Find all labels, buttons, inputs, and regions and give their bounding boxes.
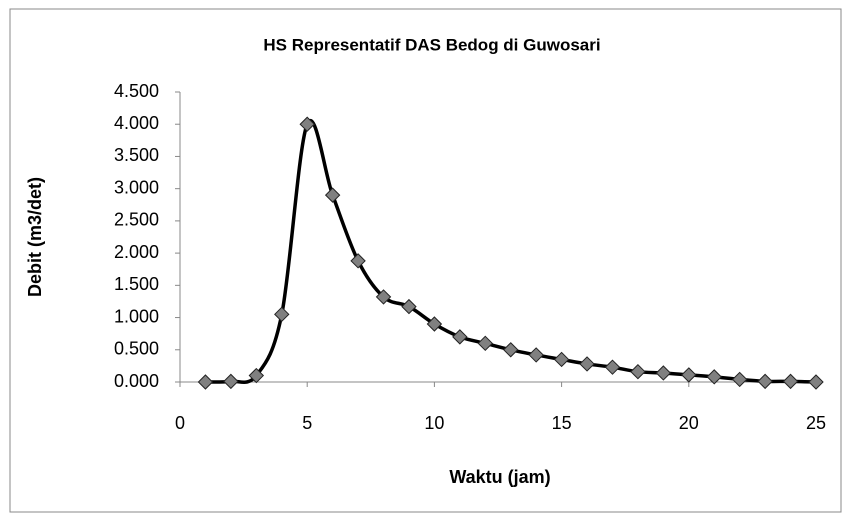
y-tick-label: 3.500 — [114, 145, 159, 165]
marker — [274, 306, 290, 323]
marker — [299, 116, 315, 132]
y-tick-label: 0.000 — [114, 371, 159, 391]
marker — [375, 289, 392, 305]
marker — [503, 342, 519, 358]
y-tick-label: 2.000 — [114, 242, 159, 262]
marker — [197, 374, 214, 390]
x-tick-label: 20 — [679, 413, 699, 433]
marker — [528, 347, 544, 363]
y-tick-label: 1.500 — [114, 274, 159, 294]
marker — [324, 187, 341, 203]
marker — [604, 359, 621, 375]
chart-border — [9, 8, 842, 513]
marker — [350, 253, 366, 269]
marker — [681, 367, 697, 383]
x-tick-label: 5 — [302, 413, 312, 433]
marker — [223, 373, 239, 390]
y-tick-label: 3.000 — [114, 177, 159, 197]
marker — [477, 335, 493, 352]
marker — [452, 329, 468, 345]
y-tick-label: 0.500 — [114, 339, 159, 359]
marker — [808, 374, 824, 390]
marker — [757, 373, 773, 390]
chart-title: HS Representatif DAS Bedog di Guwosari — [263, 35, 600, 54]
x-tick-label: 25 — [806, 413, 826, 433]
x-axis-label: Waktu (jam) — [449, 467, 550, 487]
marker — [782, 373, 799, 390]
x-tick-label: 0 — [175, 413, 185, 433]
y-axis-label: Debit (m3/det) — [25, 177, 45, 297]
y-tick-label: 4.500 — [114, 81, 159, 101]
marker — [426, 316, 443, 332]
y-tick-label: 2.500 — [114, 210, 159, 230]
marker — [553, 351, 570, 368]
x-tick-label: 10 — [424, 413, 444, 433]
marker — [401, 298, 417, 315]
marker — [706, 369, 722, 385]
marker — [579, 356, 595, 372]
marker — [630, 363, 646, 380]
y-tick-label: 1.000 — [114, 306, 159, 326]
y-tick-label: 4.000 — [114, 113, 159, 133]
x-tick-label: 15 — [552, 413, 572, 433]
marker — [248, 367, 265, 384]
marker — [655, 365, 672, 381]
marker — [731, 371, 748, 388]
